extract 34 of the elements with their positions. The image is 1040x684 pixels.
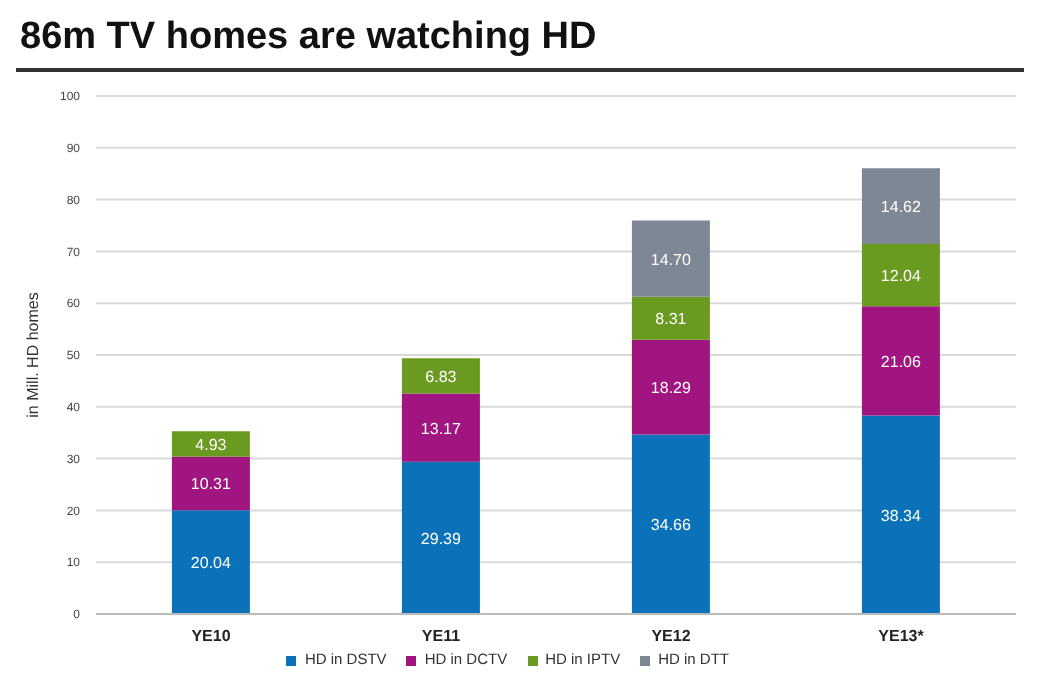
data-label: 29.39 <box>420 529 463 548</box>
data-label: 4.93 <box>195 436 228 455</box>
x-tick-label: YE11 <box>421 627 462 646</box>
data-label: 10.31 <box>190 475 233 494</box>
data-label: 12.04 <box>880 267 923 286</box>
bar <box>171 510 250 614</box>
bar <box>401 393 480 462</box>
data-label: 13.17 <box>420 419 463 438</box>
x-tick-label: YE12 <box>651 627 692 646</box>
bar <box>401 358 480 394</box>
bar <box>631 296 710 340</box>
bar <box>631 220 710 297</box>
bar <box>401 461 480 614</box>
data-label: 34.66 <box>650 516 693 535</box>
x-tick-label: YE10 <box>191 627 232 646</box>
x-tick-label: YE13* <box>878 627 926 646</box>
bar <box>861 168 940 244</box>
data-label: 21.06 <box>880 352 923 371</box>
bar <box>631 339 710 435</box>
data-label: 18.29 <box>650 379 693 398</box>
y-axis-title: in Mill. HD homes <box>23 292 42 418</box>
bar <box>861 415 940 614</box>
data-label: 8.31 <box>655 310 688 329</box>
data-label: 38.34 <box>880 506 923 525</box>
data-label: 14.62 <box>880 198 923 217</box>
bar <box>861 243 940 307</box>
data-label: 14.70 <box>650 250 693 269</box>
bar <box>861 306 940 416</box>
chart-title: 86m TV homes are watching HD <box>16 16 1024 72</box>
bar <box>631 434 710 614</box>
bar <box>171 456 250 511</box>
data-label: 6.83 <box>425 367 458 386</box>
data-label: 20.04 <box>190 554 233 573</box>
bar <box>171 431 250 457</box>
